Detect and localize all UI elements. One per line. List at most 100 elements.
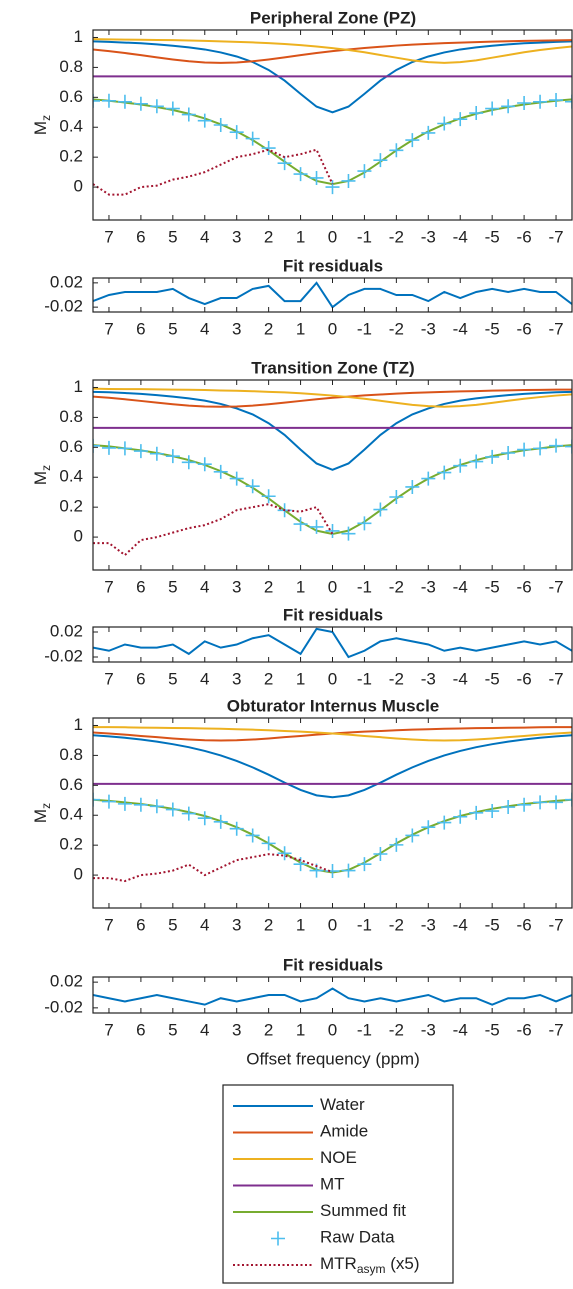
x-tick-label: 3 [232,669,241,688]
raw-data-point [93,93,100,108]
series-line [93,39,572,64]
raw-data-point [341,526,356,541]
raw-data-point [405,828,420,843]
plot-area [93,987,572,1006]
y-tick-label: 0.8 [59,745,83,764]
x-tick-label: -7 [548,1020,563,1039]
x-tick-label: 1 [296,577,305,596]
series-line [93,444,572,535]
legend-marker [271,1231,285,1246]
legend-label: Summed fit [320,1201,406,1220]
x-tick-label: 6 [136,1020,145,1039]
raw-data-point [533,94,548,109]
x-tick-label: 3 [232,1020,241,1039]
raw-data-point [341,863,356,878]
x-tick-label: 0 [328,915,337,934]
x-tick-label: -2 [389,915,404,934]
y-tick-label: 0.6 [59,775,83,794]
raw-data-point [533,441,548,456]
raw-data-point [357,164,372,179]
series-group [93,387,572,557]
chart-title: Fit residuals [283,605,383,624]
raw-data-point [309,170,324,185]
x-tick-label: 7 [104,915,113,934]
x-tick-label: -4 [453,577,468,596]
raw-data-point [453,809,468,824]
x-tick-label: -1 [357,319,372,338]
plot-area [93,387,572,557]
x-tick-label: 6 [136,669,145,688]
x-tick-label: -5 [485,1020,500,1039]
y-tick-label: 0.02 [50,272,83,291]
x-tick-label: -5 [485,915,500,934]
raw-data-point [277,846,292,861]
raw-data-point [213,118,228,132]
raw-data-point [357,516,372,531]
x-tick-label: 0 [328,227,337,246]
raw-data-point [421,125,436,140]
y-axis-label-main: M [31,121,50,135]
legend-name: Amide [320,1122,368,1141]
x-tick-label: -7 [548,915,563,934]
x-tick-label: -7 [548,669,563,688]
series-group [93,627,572,659]
x-tick-label: 5 [168,577,177,596]
raw-data-point [261,141,276,156]
raw-data-point [373,846,388,861]
x-tick-label: 5 [168,915,177,934]
x-tick-label: -1 [357,915,372,934]
legend-name-subscript: asym [357,1262,386,1276]
y-tick-label: 0 [74,527,83,546]
legend-label: MTRasym (x5) [320,1254,420,1276]
raw-data-point [469,454,484,469]
x-tick-label: -3 [421,227,436,246]
raw-data-point [93,438,100,453]
chart-title: Peripheral Zone (PZ) [250,8,416,27]
y-axis-label: Mz [31,115,53,135]
raw-data-point [181,455,196,470]
legend-name-suffix: (x5) [386,1254,420,1273]
x-tick-label: 1 [296,1020,305,1039]
x-tick-label: -7 [548,319,563,338]
x-tick-label: 1 [296,915,305,934]
raw-data-point [549,93,564,108]
raw-data-point [117,796,132,811]
x-tick-label: -2 [389,669,404,688]
x-tick-label: -6 [517,319,532,338]
x-tick-label: 2 [264,1020,273,1039]
x-tick-label: 0 [328,319,337,338]
series-line [93,387,572,408]
axes-box [92,379,573,571]
y-tick-label: 1 [74,715,83,734]
x-tick-label: -3 [421,319,436,338]
x-tick-label: 3 [232,319,241,338]
x-tick-label: -1 [357,1020,372,1039]
raw-data-point [517,797,532,812]
chart-title: Obturator Internus Muscle [227,696,440,715]
x-tick-label: -6 [517,227,532,246]
x-tick-label: -1 [357,577,372,596]
x-tick-label: 7 [104,319,113,338]
raw-data-point [437,116,452,131]
raw-data-point [309,519,324,534]
x-tick-label: -3 [421,669,436,688]
y-axis-label-subscript: z [39,803,53,809]
x-tick-label: 5 [168,1020,177,1039]
x-tick-label: 7 [104,577,113,596]
raw-data-point [325,523,340,538]
y-tick-label: -0.02 [44,997,83,1016]
series-line [93,853,333,883]
x-tick-label: -4 [453,1020,468,1039]
raw-data-point [261,489,276,504]
x-tick-label: -7 [548,577,563,596]
x-tick-label: 4 [200,577,209,596]
x-tick-label: 5 [168,669,177,688]
raw-data-point [533,795,548,810]
series-group [93,281,572,309]
y-tick-label: 0.4 [59,467,83,486]
x-tick-label: 4 [200,915,209,934]
x-tick-label: -6 [517,915,532,934]
x-tick-label: 5 [168,227,177,246]
raw-data-point [389,837,404,852]
x-tick-label: -2 [389,1020,404,1039]
